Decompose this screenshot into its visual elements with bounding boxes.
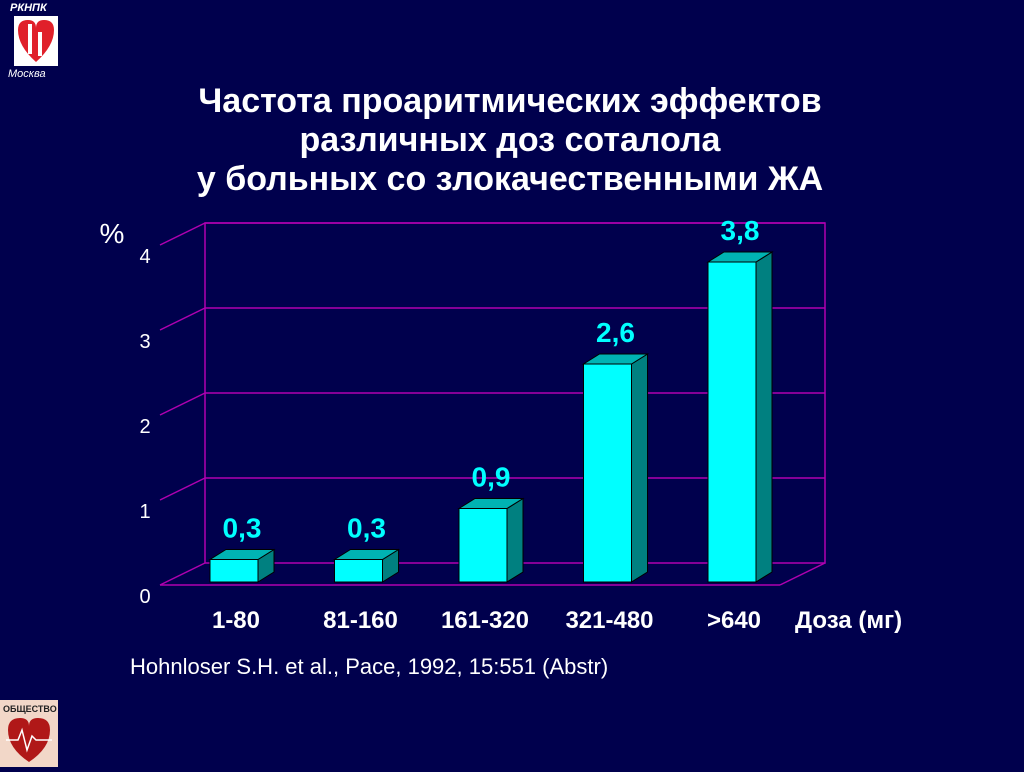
x-axis-label: Доза (мг) — [795, 607, 902, 634]
bar-value-label: 0,9 — [472, 462, 511, 493]
org-name: РКНПК — [10, 2, 47, 14]
org-logo: РКНПК Москва — [6, 2, 62, 84]
gridline-diagonal — [159, 307, 206, 331]
y-tick-label: 2 — [139, 416, 150, 438]
bar-value-label: 3,8 — [721, 215, 760, 246]
title-line-1: Частота проаритмических эффектов — [198, 82, 822, 120]
bar-value-label: 2,6 — [596, 317, 635, 348]
society-label: ОБЩЕСТВО — [3, 704, 57, 714]
bar — [458, 508, 508, 583]
y-tick-label: 0 — [139, 586, 150, 608]
bar-side — [631, 353, 648, 583]
y-tick-label: 4 — [139, 246, 150, 268]
title-line-3: у больных со злокачественными ЖА — [196, 160, 824, 198]
bar — [334, 559, 383, 583]
x-tick-label: 161-320 — [441, 607, 529, 634]
title-line-2: различных доз соталола — [299, 121, 721, 159]
y-tick-label: 3 — [139, 331, 150, 353]
bar — [707, 261, 757, 583]
gridline-diagonal — [159, 477, 206, 501]
citation: Hohnloser S.H. et al., Pace, 1992, 15:55… — [130, 654, 609, 679]
bar — [583, 363, 632, 583]
org-city: Москва — [8, 68, 46, 80]
gridline-diagonal — [159, 392, 206, 416]
bar — [209, 559, 259, 583]
y-tick-label: 1 — [139, 501, 150, 523]
x-tick-label: 321-480 — [565, 607, 653, 634]
chart-floor-left-edge — [159, 562, 206, 586]
bar-side — [755, 251, 773, 583]
y-axis-label: % — [100, 218, 125, 249]
gridline-diagonal — [159, 222, 206, 246]
bar-value-label: 0,3 — [223, 513, 262, 544]
chart-floor-right-edge — [779, 562, 826, 586]
x-tick-label: 1-80 — [212, 607, 260, 634]
x-tick-label: 81-160 — [323, 607, 398, 634]
bar-value-label: 0,3 — [347, 513, 386, 544]
bar-side — [506, 497, 524, 583]
society-emblem-icon — [0, 700, 58, 767]
society-logo: ОБЩЕСТВО — [0, 700, 58, 767]
heart-logo-icon — [14, 16, 58, 66]
page-title: Частота проаритмических эффектов различн… — [100, 82, 920, 199]
x-tick-label: >640 — [707, 607, 761, 634]
